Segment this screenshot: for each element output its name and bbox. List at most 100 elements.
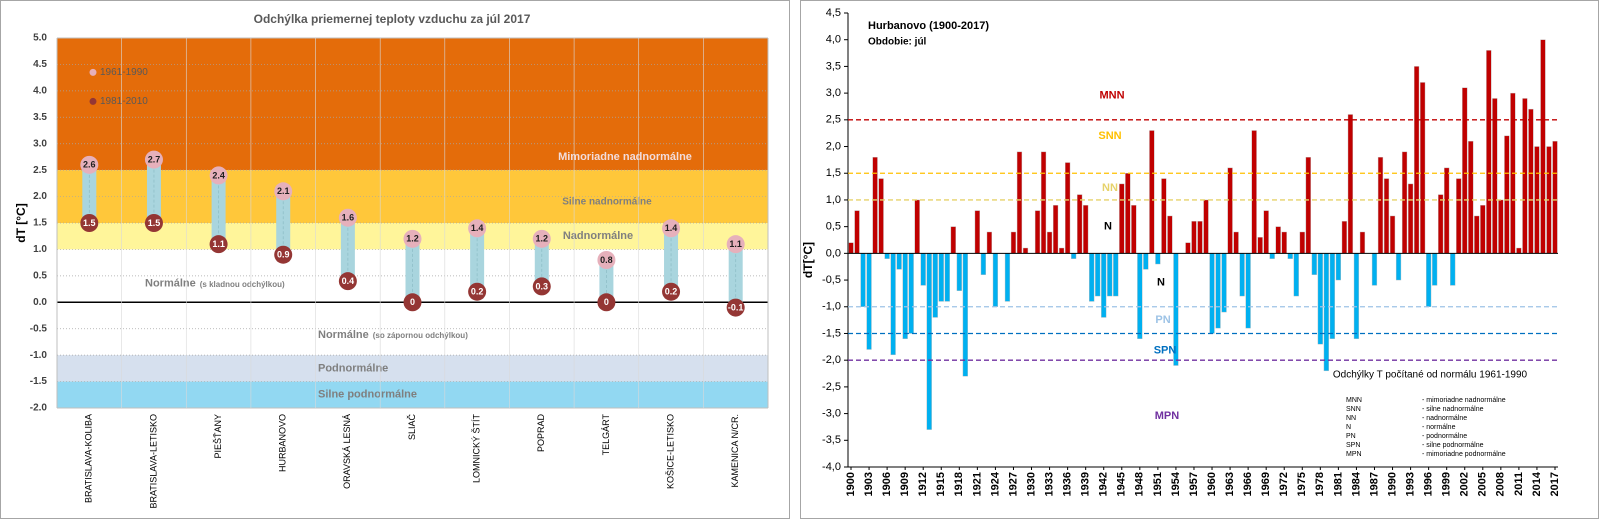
- bar: [932, 253, 938, 318]
- bar: [1161, 178, 1167, 254]
- y-tick-label: 1,0: [826, 194, 841, 206]
- key-abbr: MPN: [1346, 451, 1362, 458]
- bar: [1407, 183, 1414, 254]
- data-label: 0.8: [600, 255, 613, 265]
- y-tick-label: 2,5: [826, 114, 841, 126]
- bar: [1444, 167, 1450, 254]
- dot: [338, 208, 357, 227]
- bar: [872, 157, 878, 254]
- data-label: 1.4: [665, 223, 678, 233]
- bar: [1299, 231, 1305, 254]
- bar: [1052, 205, 1059, 254]
- y-tick-label: -2.0: [30, 403, 48, 414]
- right-panel: [800, 0, 1599, 519]
- band: [57, 381, 768, 408]
- bar: [1251, 130, 1257, 254]
- x-tick-label: PIEŠŤANY: [213, 414, 223, 459]
- bar: [1004, 253, 1011, 302]
- x-tick-label: 1996: [1423, 472, 1435, 496]
- bar: [1389, 215, 1396, 254]
- band-label: Normálne: [145, 278, 196, 290]
- key-text: - silne nadnormálne: [1422, 406, 1484, 413]
- bar: [1113, 253, 1119, 297]
- dot: [662, 282, 681, 301]
- y-tick-label: 0,0: [826, 247, 841, 259]
- bar: [1528, 108, 1534, 254]
- bar: [914, 199, 920, 254]
- bar: [1450, 253, 1456, 286]
- bar: [956, 253, 962, 291]
- x-tick-label: 1972: [1278, 472, 1290, 496]
- x-tick-label: 1969: [1260, 472, 1272, 496]
- key-text: - mimoriadne podnormálne: [1422, 451, 1506, 458]
- bar: [1305, 157, 1311, 254]
- bar: [1432, 253, 1438, 286]
- bar: [1311, 253, 1317, 275]
- x-tick-label: 1975: [1296, 472, 1308, 496]
- bar: [1359, 231, 1366, 254]
- normal-label: N: [1104, 221, 1112, 233]
- bar: [1227, 167, 1233, 254]
- x-tick-label: 1978: [1314, 472, 1326, 496]
- bar: [1275, 226, 1281, 254]
- band-note: (so zápornou odchýlkou): [373, 331, 468, 340]
- bar: [884, 253, 890, 259]
- x-tick-label: LOMNICKÝ ŠTÍT: [472, 414, 482, 484]
- bar: [1540, 39, 1546, 254]
- bar: [1438, 194, 1444, 254]
- y-tick-label: 4,5: [826, 7, 841, 19]
- band-label: Silne nadnormálne: [562, 196, 652, 207]
- x-tick-label: ORAVSKÁ LESNÁ: [342, 414, 352, 489]
- bar: [1353, 253, 1360, 340]
- bar: [1221, 253, 1227, 313]
- x-tick-label: 1906: [881, 472, 893, 496]
- bar: [1191, 221, 1197, 254]
- x-tick-label: 1918: [953, 472, 965, 496]
- dot: [726, 298, 745, 317]
- x-tick-label: 1945: [1116, 472, 1128, 496]
- bar: [1046, 231, 1053, 254]
- bar: [902, 253, 908, 340]
- x-tick-label: POPRAD: [536, 414, 546, 453]
- bar: [1083, 205, 1089, 254]
- bar: [1125, 173, 1131, 254]
- x-tick-label: 1987: [1368, 472, 1380, 496]
- x-tick-label: 1933: [1043, 472, 1055, 496]
- bar: [920, 253, 926, 286]
- bar: [1468, 140, 1474, 254]
- x-tick-label: 1939: [1080, 472, 1092, 496]
- x-tick-label: 1936: [1062, 472, 1074, 496]
- x-tick-label: BRATISLAVA-KOLIBA: [84, 414, 94, 503]
- bar: [1269, 253, 1275, 259]
- x-tick-label: 2011: [1513, 472, 1525, 496]
- x-tick-label: 1960: [1206, 472, 1218, 496]
- data-label: 2.4: [212, 170, 225, 180]
- x-tick-label: 1927: [1007, 472, 1019, 496]
- data-label: 1.1: [212, 239, 225, 249]
- bar: [1071, 253, 1077, 259]
- bar: [938, 253, 944, 302]
- bar: [1552, 140, 1558, 254]
- key-abbr: MNN: [1346, 397, 1362, 404]
- chart-title: Odchýlka priemernej teploty vzduchu za j…: [254, 12, 531, 26]
- bar: [1426, 253, 1432, 307]
- bar: [1209, 253, 1215, 334]
- dot: [726, 235, 745, 254]
- y-tick-label: 0.5: [33, 270, 47, 281]
- key-text: - podnormálne: [1422, 433, 1467, 440]
- x-tick-label: 1984: [1350, 471, 1362, 496]
- band-label: Podnormálne: [318, 362, 388, 374]
- bar: [1335, 253, 1341, 281]
- y-tick-label: 0,5: [826, 221, 841, 233]
- data-label: 1.5: [83, 218, 96, 228]
- x-tick-label: 1966: [1242, 472, 1254, 496]
- x-tick-label: 2008: [1495, 472, 1507, 496]
- bar: [1486, 50, 1492, 254]
- key-abbr: NN: [1346, 415, 1356, 422]
- connector: [82, 164, 97, 223]
- y-axis-label: dT [°C]: [14, 203, 28, 242]
- bar: [1287, 253, 1293, 259]
- bar: [950, 226, 956, 254]
